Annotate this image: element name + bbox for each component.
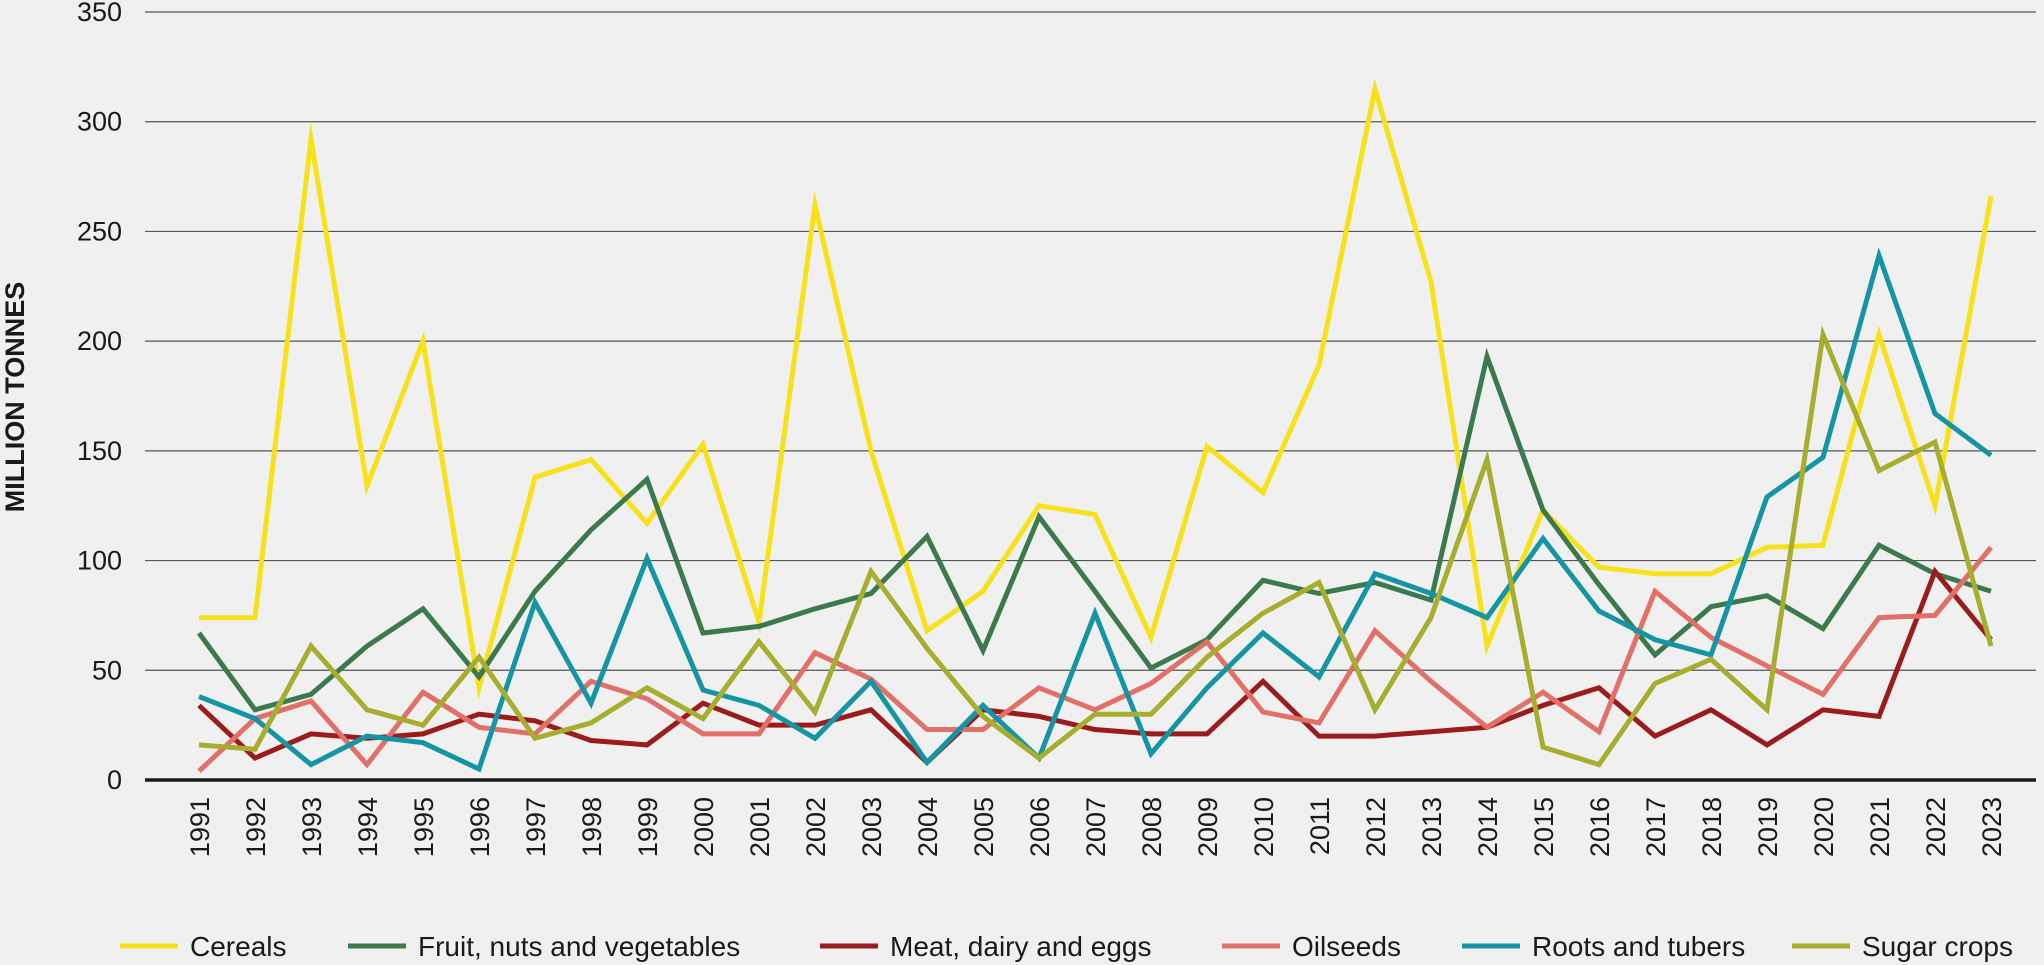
legend-item: Oilseeds bbox=[1222, 931, 1401, 962]
x-tick-label: 2020 bbox=[1809, 797, 1839, 857]
x-tick-label: 2006 bbox=[1025, 797, 1055, 857]
x-tick-label: 2009 bbox=[1193, 797, 1223, 857]
series-line-fruit-nuts-and-vegetables bbox=[196, 347, 1992, 713]
x-tick-label: 2001 bbox=[745, 797, 775, 857]
legend-item: Meat, dairy and eggs bbox=[820, 931, 1152, 962]
x-tick-label: 2008 bbox=[1137, 797, 1167, 857]
x-tick-label: 1991 bbox=[185, 797, 215, 857]
x-tick-label: 2021 bbox=[1865, 797, 1895, 857]
legend-item: Fruit, nuts and vegetables bbox=[348, 931, 740, 962]
y-axis-label: MILLION TONNES bbox=[0, 282, 30, 513]
x-tick-label: 2005 bbox=[969, 797, 999, 857]
legend-label: Fruit, nuts and vegetables bbox=[418, 931, 740, 962]
x-tick-label: 1997 bbox=[521, 797, 551, 857]
x-tick-label: 2013 bbox=[1417, 797, 1447, 857]
x-tick-label: 2014 bbox=[1473, 797, 1503, 857]
y-tick-label: 300 bbox=[77, 107, 122, 137]
y-tick-label: 200 bbox=[77, 326, 122, 356]
x-tick-label: 2007 bbox=[1081, 797, 1111, 857]
y-tick-label: 150 bbox=[77, 436, 122, 466]
y-tick-label: 250 bbox=[77, 216, 122, 246]
x-tick-label: 2003 bbox=[857, 797, 887, 857]
x-tick-label: 1994 bbox=[353, 797, 383, 857]
x-tick-label: 2019 bbox=[1753, 797, 1783, 857]
x-tick-label: 1992 bbox=[241, 797, 271, 857]
series-lines bbox=[196, 78, 1994, 774]
legend-label: Sugar crops bbox=[1862, 931, 2013, 962]
legend-label: Oilseeds bbox=[1292, 931, 1401, 962]
legend: Cereals Fruit, nuts and vegetables Meat, d… bbox=[120, 931, 2013, 962]
y-tick-label: 350 bbox=[77, 0, 122, 27]
series-line-roots-and-tubers bbox=[198, 247, 1993, 773]
legend-label: Roots and tubers bbox=[1532, 931, 1745, 962]
x-tick-label: 2022 bbox=[1921, 797, 1951, 857]
series-line-sugar-crops bbox=[198, 325, 1994, 768]
legend-label: Meat, dairy and eggs bbox=[890, 931, 1152, 962]
x-tick-label: 2010 bbox=[1249, 797, 1279, 857]
grid-lines bbox=[145, 11, 2036, 671]
y-tick-label: 0 bbox=[107, 765, 122, 795]
x-tick-label: 1998 bbox=[577, 797, 607, 857]
series-line-cereals bbox=[199, 78, 1994, 700]
x-tick-label: 2012 bbox=[1361, 797, 1391, 857]
x-tick-label: 2000 bbox=[689, 797, 719, 857]
x-tick-label: 2015 bbox=[1529, 797, 1559, 857]
series-line-oilseeds bbox=[197, 545, 1993, 774]
legend-item: Sugar crops bbox=[1792, 931, 2013, 962]
y-tick-label: 50 bbox=[92, 655, 122, 685]
x-tick-labels: 1991 1992 1993 1994 1995 1996 1997 1998 1999 2000… bbox=[185, 797, 2007, 857]
x-tick-label: 1996 bbox=[465, 797, 495, 857]
legend-item: Cereals bbox=[120, 931, 286, 962]
x-tick-label: 2017 bbox=[1641, 797, 1671, 857]
x-tick-label: 1999 bbox=[633, 797, 663, 857]
legend-label: Cereals bbox=[190, 931, 286, 962]
y-tick-label: 100 bbox=[77, 546, 122, 576]
x-tick-label: 2018 bbox=[1697, 797, 1727, 857]
x-tick-label: 2016 bbox=[1585, 797, 1615, 857]
y-tick-labels: 0 50 100 150 200 250 300 350 bbox=[77, 0, 122, 795]
x-tick-label: 2004 bbox=[913, 797, 943, 857]
x-tick-label: 2002 bbox=[801, 797, 831, 857]
x-tick-label: 1993 bbox=[297, 797, 327, 857]
x-tick-label: 2011 bbox=[1305, 797, 1335, 855]
legend-item: Roots and tubers bbox=[1462, 931, 1745, 962]
x-tick-label: 2023 bbox=[1977, 797, 2007, 857]
x-tick-label: 1995 bbox=[409, 797, 439, 857]
